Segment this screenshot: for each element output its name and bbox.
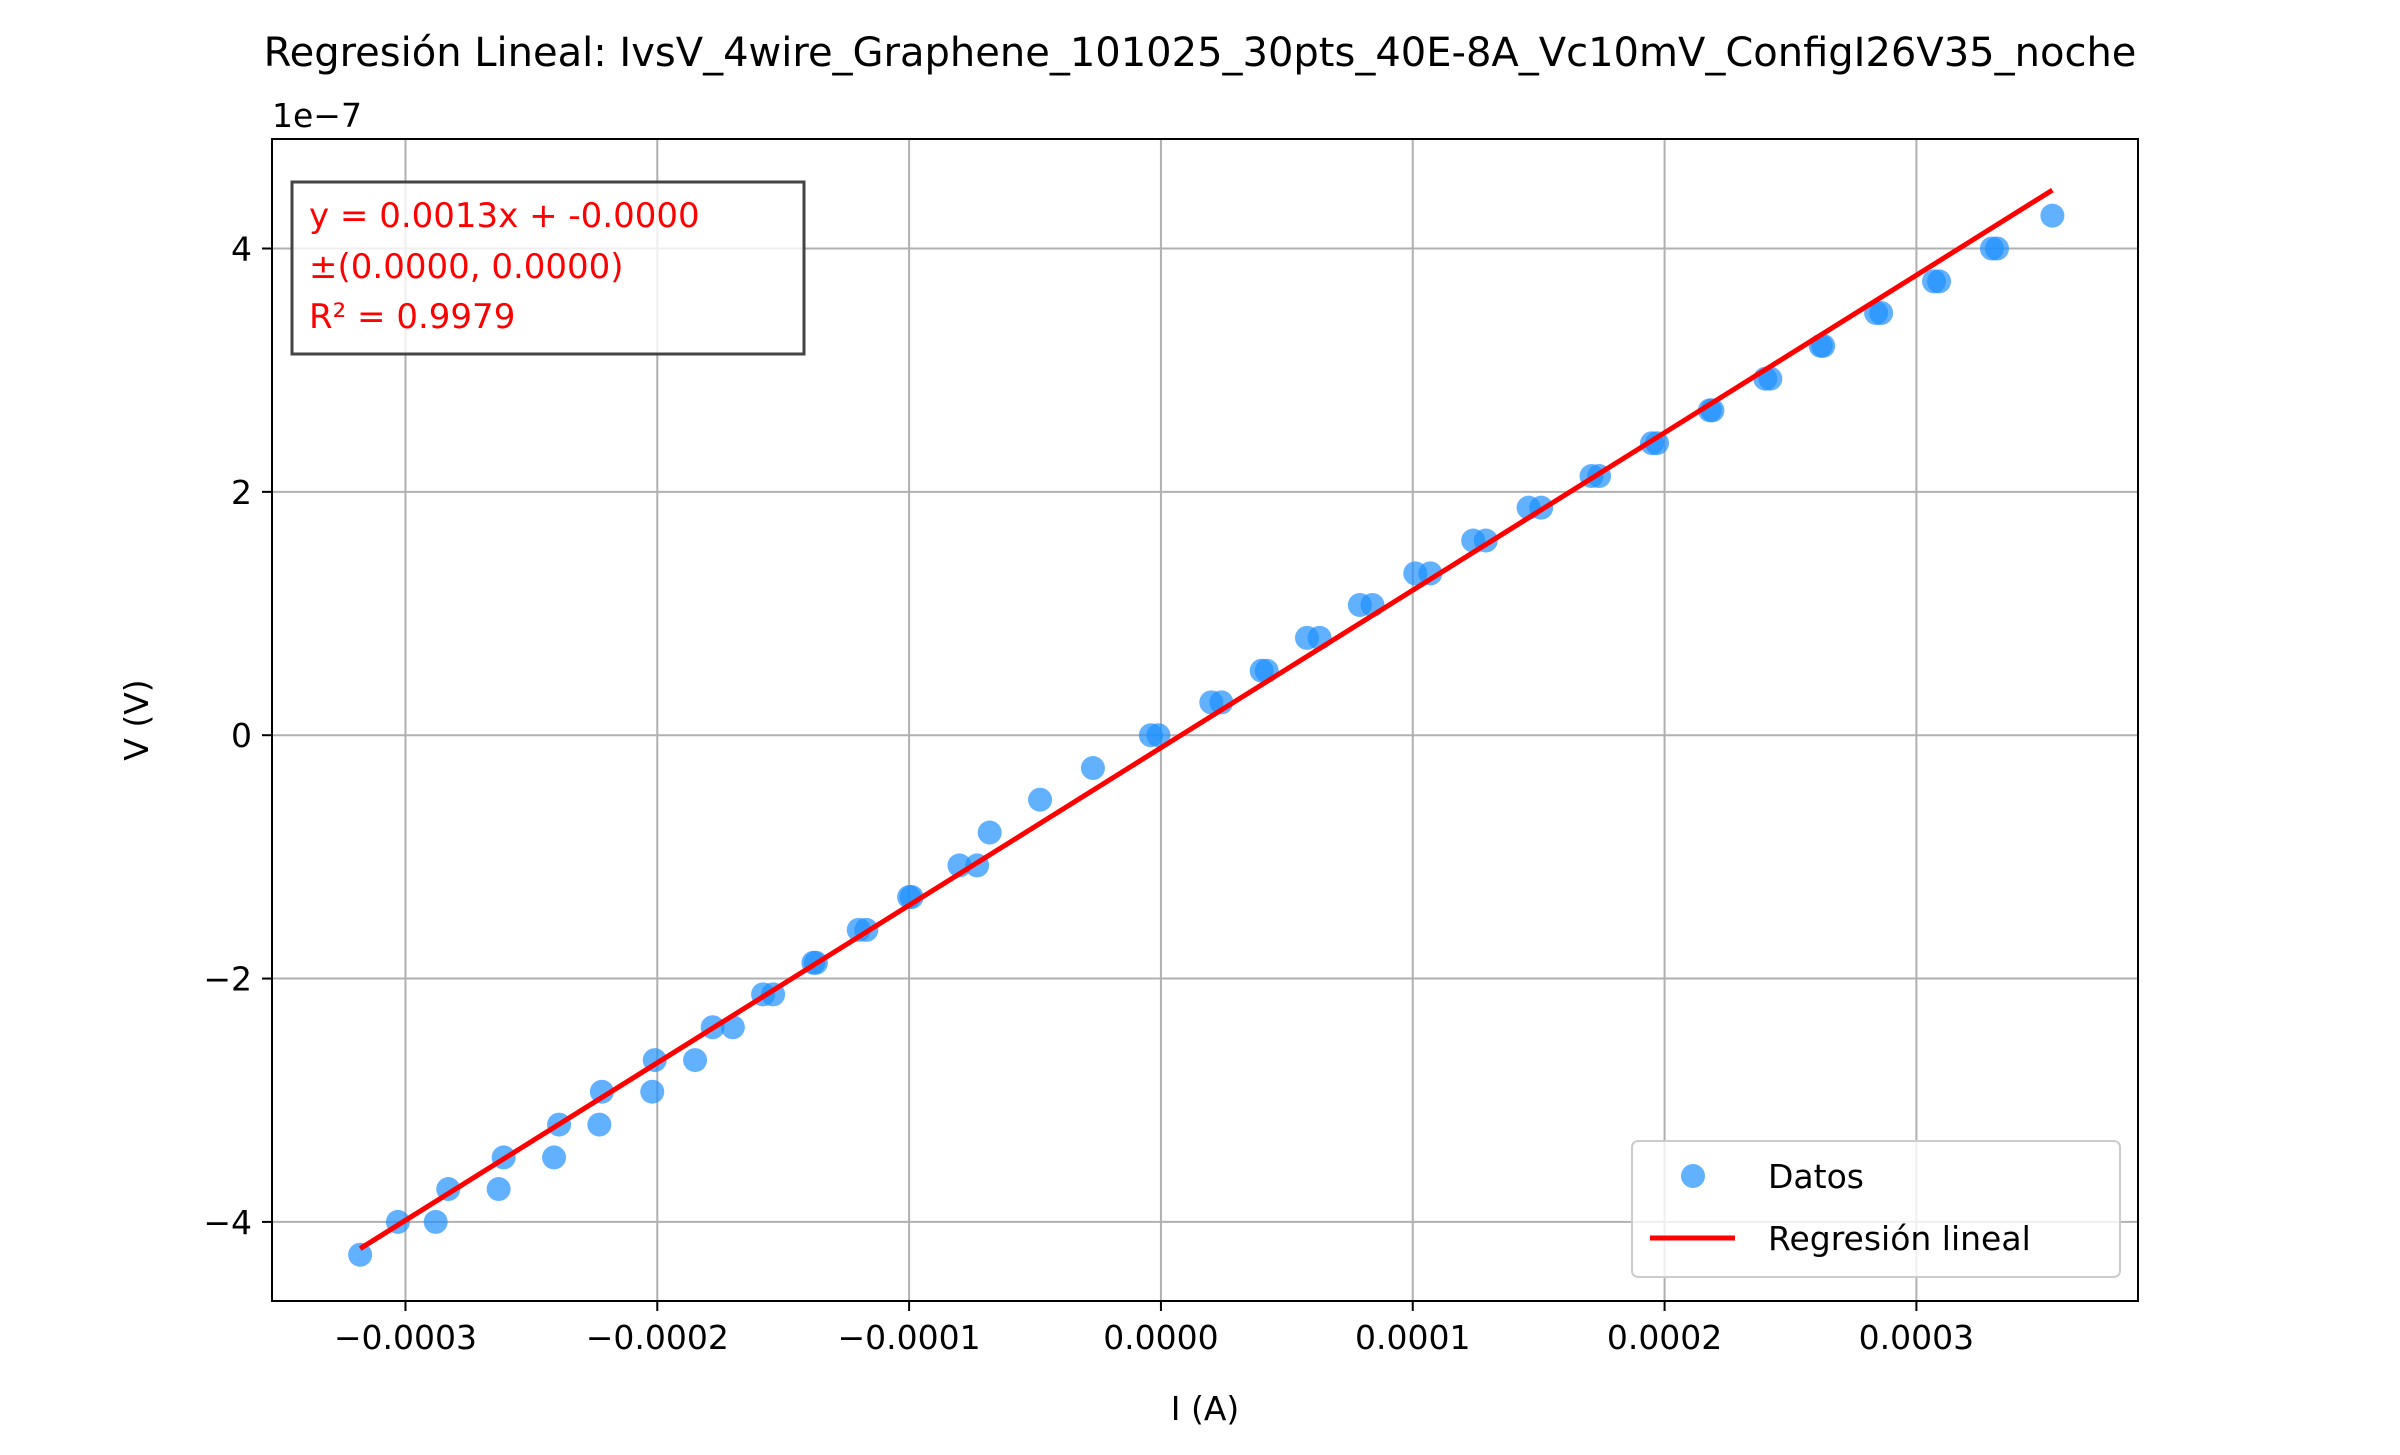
annotation-uncertainty: ±(0.0000, 0.0000) xyxy=(309,247,624,287)
annotation-r-squared: R² = 0.9979 xyxy=(309,297,515,337)
plot-area-frame xyxy=(271,138,2139,1302)
data-point xyxy=(1984,236,2009,261)
x-tick-label: 0.0001 xyxy=(1355,1318,1470,1357)
legend-box xyxy=(1631,1140,2121,1278)
y-tick-label: 4 xyxy=(231,230,252,269)
data-point xyxy=(589,1079,614,1104)
legend-label-datos: Datos xyxy=(1768,1157,1864,1196)
x-axis-ticks: −0.0003 −0.0002 −0.0001 0.0000 0.0001 0.0002 0… xyxy=(334,1301,1974,1357)
data-point xyxy=(423,1209,448,1234)
data-point xyxy=(640,1079,665,1104)
data-point xyxy=(1927,269,1952,294)
regression-line xyxy=(358,187,2054,1251)
y-tick-label: 0 xyxy=(231,716,252,755)
x-tick-label: 0.0003 xyxy=(1859,1318,1974,1357)
series-layer xyxy=(348,187,2065,1267)
legend-marker-datos xyxy=(1681,1164,1705,1188)
x-axis-label: I (A) xyxy=(1171,1389,1240,1428)
data-point xyxy=(2040,203,2065,228)
x-tick-label: −0.0002 xyxy=(586,1318,729,1357)
chart-title: Regresión Lineal: IvsV_4wire_Graphene_10… xyxy=(264,30,2137,76)
legend: Datos Regresión lineal xyxy=(1631,1140,2121,1278)
data-point xyxy=(683,1048,708,1073)
data-point xyxy=(587,1112,612,1137)
data-point xyxy=(1146,723,1171,748)
data-point xyxy=(1869,300,1894,325)
x-tick-label: −0.0003 xyxy=(334,1318,477,1357)
annotation-box xyxy=(290,180,806,356)
data-point xyxy=(1080,756,1105,781)
y-axis-offset-label: 1e−7 xyxy=(272,96,362,135)
data-point xyxy=(1028,787,1053,812)
x-tick-label: −0.0001 xyxy=(838,1318,981,1357)
data-point xyxy=(899,885,924,910)
grid-lines xyxy=(272,139,2138,1301)
y-axis-ticks: −4 −2 0 2 4 xyxy=(203,230,272,1242)
y-tick-label: −4 xyxy=(203,1203,252,1242)
y-tick-label: −2 xyxy=(203,960,252,999)
y-axis-label: V (V) xyxy=(117,679,156,760)
data-point xyxy=(977,820,1002,845)
data-point xyxy=(542,1145,567,1170)
y-tick-label: 2 xyxy=(231,473,252,512)
data-point xyxy=(1645,431,1670,456)
data-point xyxy=(1418,561,1443,586)
data-point xyxy=(348,1242,373,1267)
equation-annotation: y = 0.0013x + -0.0000 ±(0.0000, 0.0000) … xyxy=(290,180,806,356)
x-tick-label: 0.0000 xyxy=(1103,1318,1218,1357)
annotation-equation: y = 0.0013x + -0.0000 xyxy=(309,196,700,236)
x-tick-label: 0.0002 xyxy=(1607,1318,1722,1357)
data-point xyxy=(486,1177,511,1202)
legend-label-regresion: Regresión lineal xyxy=(1768,1219,2031,1258)
